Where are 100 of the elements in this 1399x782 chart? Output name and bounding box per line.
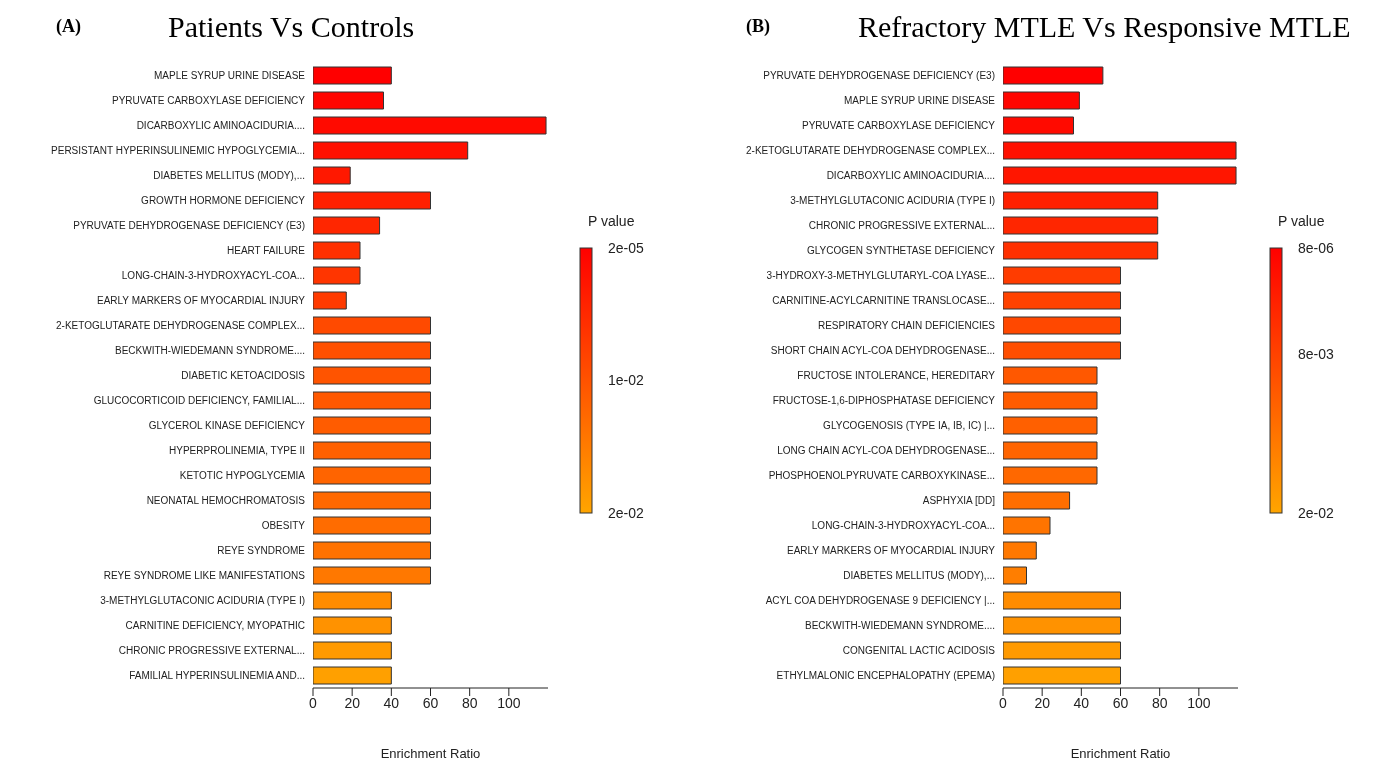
bar bbox=[1003, 216, 1159, 235]
y-tick-label: 2-KETOGLUTARATE DEHYDROGENASE COMPLEX... bbox=[746, 145, 995, 156]
y-tick-label: CONGENITAL LACTIC ACIDOSIS bbox=[842, 645, 996, 656]
bar bbox=[1003, 91, 1080, 110]
x-tick-label: 0 bbox=[999, 694, 1008, 711]
bar bbox=[1003, 491, 1071, 510]
bar bbox=[1003, 541, 1037, 560]
bar bbox=[313, 616, 392, 635]
bar bbox=[1003, 141, 1237, 160]
bar bbox=[1003, 316, 1121, 335]
y-tick-label: MAPLE SYRUP URINE DISEASE bbox=[154, 70, 306, 81]
y-tick-label: 2-KETOGLUTARATE DEHYDROGENASE COMPLEX... bbox=[56, 320, 305, 331]
y-tick-label: ETHYLMALONIC ENCEPHALOPATHY (EPEMA) bbox=[776, 670, 995, 681]
bar bbox=[313, 166, 351, 185]
y-tick-label: BECKWITH-WIEDEMANN SYNDROME.... bbox=[804, 620, 995, 631]
bar bbox=[1003, 516, 1051, 535]
x-tick-label: 60 bbox=[422, 694, 439, 711]
y-tick-label: DIABETES MELLITUS (MODY),... bbox=[843, 570, 995, 581]
y-tick-label: REYE SYNDROME LIKE MANIFESTATIONS bbox=[103, 570, 306, 581]
y-tick-label: CARNITINE DEFICIENCY, MYOPATHIC bbox=[125, 620, 305, 631]
y-tick-label: FRUCTOSE-1,6-DIPHOSPHATASE DEFICIENCY bbox=[772, 395, 996, 406]
y-tick-label: GLYCOGENOSIS (TYPE IA, IB, IC) |... bbox=[823, 420, 995, 431]
bar bbox=[313, 566, 431, 585]
bar bbox=[313, 216, 381, 235]
bar bbox=[313, 66, 392, 85]
color-bar-label: 8e-03 bbox=[1298, 345, 1335, 362]
text: (A) bbox=[56, 16, 81, 37]
chart-title: Patients Vs Controls bbox=[168, 10, 415, 44]
y-tick-label: ASPHYXIA [DD] bbox=[922, 495, 996, 506]
bar bbox=[313, 191, 431, 210]
bar bbox=[313, 366, 431, 385]
bar bbox=[313, 241, 361, 260]
y-tick-label: FAMILIAL HYPERINSULINEMIA AND... bbox=[129, 670, 305, 681]
y-tick-label: SHORT CHAIN ACYL-COA DEHYDROGENASE... bbox=[770, 345, 995, 356]
x-tick-label: 60 bbox=[1112, 694, 1129, 711]
y-tick-label: RESPIRATORY CHAIN DEFICIENCIES bbox=[817, 320, 996, 331]
x-tick-label: 20 bbox=[1034, 694, 1051, 711]
x-tick-label: 80 bbox=[1151, 694, 1168, 711]
y-tick-label: HEART FAILURE bbox=[227, 245, 306, 256]
y-tick-label: CHRONIC PROGRESSIVE EXTERNAL... bbox=[118, 645, 305, 656]
bar bbox=[1003, 191, 1159, 210]
bar bbox=[1003, 66, 1104, 85]
y-tick-label: PERSISTANT HYPERINSULINEMIC HYPOGLYCEMIA... bbox=[51, 145, 305, 156]
y-tick-label: HYPERPROLINEMIA, TYPE II bbox=[169, 445, 305, 456]
bar bbox=[1003, 341, 1121, 360]
y-tick-label: 3-METHYLGLUTACONIC ACIDURIA (TYPE I) bbox=[100, 595, 305, 606]
bar bbox=[1003, 591, 1121, 610]
bar bbox=[313, 341, 431, 360]
bar bbox=[1003, 566, 1027, 585]
bar bbox=[1003, 166, 1237, 185]
chart-title: Refractory MTLE Vs Responsive MTLE bbox=[858, 10, 1351, 44]
y-tick-label: LONG-CHAIN-3-HYDROXYACYL-COA... bbox=[811, 520, 995, 531]
color-bar-label: 1e-02 bbox=[608, 372, 645, 389]
bar bbox=[1003, 391, 1098, 410]
bar bbox=[313, 91, 384, 110]
y-tick-label: REYE SYNDROME bbox=[217, 545, 306, 556]
y-tick-label: DICARBOXYLIC AMINOACIDURIA.... bbox=[826, 170, 995, 181]
bar bbox=[1003, 116, 1074, 135]
y-tick-label: GLYCOGEN SYNTHETASE DEFICIENCY bbox=[807, 245, 996, 256]
bar bbox=[1003, 466, 1098, 485]
y-tick-label: PHOSPHOENOLPYRUVATE CARBOXYKINASE... bbox=[768, 470, 995, 481]
bar bbox=[1003, 291, 1121, 310]
x-tick-label: 40 bbox=[1073, 694, 1090, 711]
bar bbox=[313, 291, 347, 310]
y-tick-label: DICARBOXYLIC AMINOACIDURIA.... bbox=[136, 120, 305, 131]
bar bbox=[313, 466, 431, 485]
color-bar-label: 8e-06 bbox=[1298, 239, 1335, 256]
x-tick-label: 20 bbox=[344, 694, 361, 711]
y-tick-label: 3-HYDROXY-3-METHYLGLUTARYL-COA LYASE... bbox=[766, 270, 995, 281]
bar bbox=[313, 491, 431, 510]
color-bar-label: 2e-05 bbox=[608, 239, 645, 256]
bar bbox=[1003, 366, 1098, 385]
bar bbox=[1003, 416, 1098, 435]
y-tick-label: GLYCEROL KINASE DEFICIENCY bbox=[148, 420, 306, 431]
bar bbox=[313, 316, 431, 335]
bar bbox=[313, 416, 431, 435]
x-tick-label: 80 bbox=[461, 694, 478, 711]
x-tick-label: 100 bbox=[497, 694, 521, 711]
y-tick-label: CHRONIC PROGRESSIVE EXTERNAL... bbox=[808, 220, 995, 231]
bar bbox=[1003, 616, 1121, 635]
y-tick-label: GROWTH HORMONE DEFICIENCY bbox=[141, 195, 306, 206]
bar bbox=[1003, 641, 1121, 660]
bar bbox=[313, 591, 392, 610]
bar bbox=[313, 641, 392, 660]
y-tick-label: MAPLE SYRUP URINE DISEASE bbox=[844, 95, 996, 106]
y-tick-label: PYRUVATE CARBOXYLASE DEFICIENCY bbox=[111, 95, 306, 106]
y-tick-label: EARLY MARKERS OF MYOCARDIAL INJURY bbox=[96, 295, 306, 306]
y-tick-label: CARNITINE-ACYLCARNITINE TRANSLOCASE... bbox=[772, 295, 995, 306]
color-bar-label: 2e-02 bbox=[1298, 504, 1335, 521]
bar bbox=[313, 266, 361, 285]
color-bar-title: P value bbox=[1278, 213, 1325, 229]
x-axis-title: Enrichment Ratio bbox=[1070, 746, 1171, 761]
y-tick-label: KETOTIC HYPOGLYCEMIA bbox=[179, 470, 306, 481]
bar bbox=[1003, 666, 1121, 685]
x-axis-title: Enrichment Ratio bbox=[380, 746, 481, 761]
bar bbox=[313, 666, 392, 685]
y-tick-label: BECKWITH-WIEDEMANN SYNDROME.... bbox=[114, 345, 305, 356]
y-tick-label: 3-METHYLGLUTACONIC ACIDURIA (TYPE I) bbox=[790, 195, 995, 206]
bar bbox=[313, 441, 431, 460]
y-tick-label: ACYL COA DEHYDROGENASE 9 DEFICIENCY |... bbox=[765, 595, 995, 606]
